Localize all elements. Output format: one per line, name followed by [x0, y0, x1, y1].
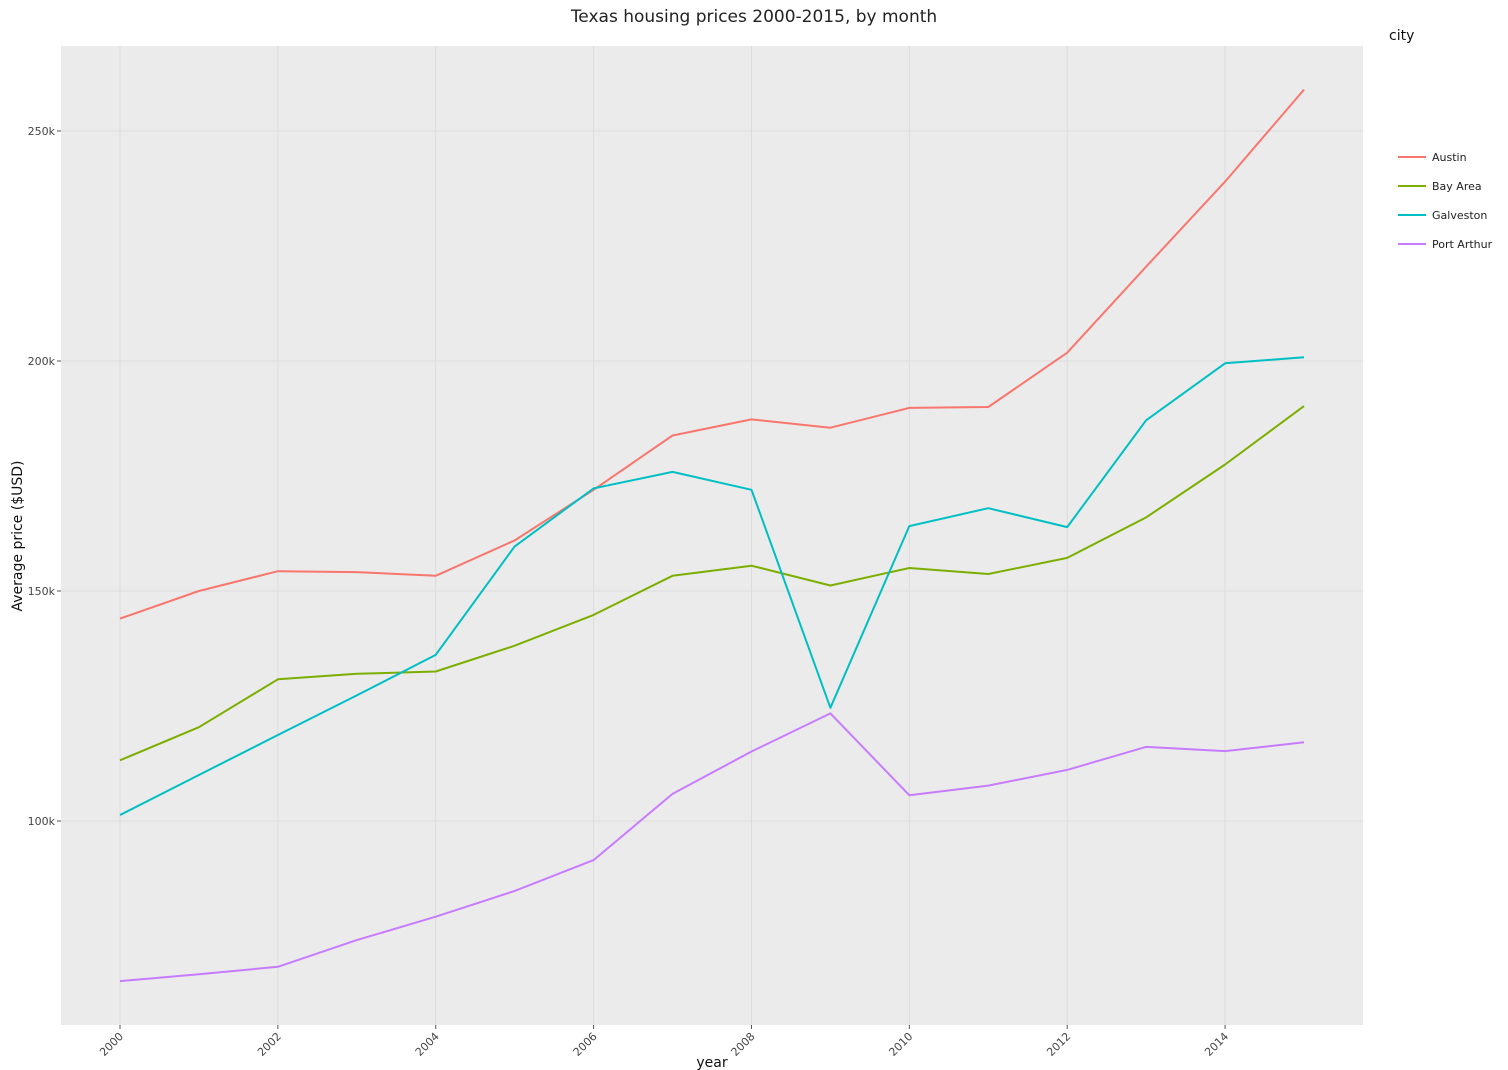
- x-tick-label: 2008: [729, 1030, 758, 1059]
- series-line-bay-area: [119, 405, 1305, 762]
- x-tick-label: 2000: [97, 1030, 126, 1059]
- series-line-galveston: [119, 356, 1305, 816]
- x-tick-label: 2010: [886, 1030, 915, 1059]
- series-lines: [119, 88, 1305, 983]
- series-line-port-arthur: [119, 712, 1305, 983]
- legend-title: city: [1389, 28, 1414, 44]
- y-tick-label: 250k: [28, 125, 56, 138]
- y-tick-label: 200k: [28, 355, 56, 368]
- y-axis-ticks: 100k 150k 200k 250k: [28, 125, 61, 828]
- y-tick-label: 150k: [28, 585, 56, 598]
- gridlines: [61, 46, 1363, 1025]
- y-axis-label: Average price ($USD): [10, 461, 26, 612]
- legend-label-port-arthur: Port Arthur: [1432, 238, 1493, 251]
- x-tick-label: 2004: [413, 1030, 442, 1059]
- plot-area: [61, 46, 1363, 1025]
- x-tick-label: 2014: [1202, 1030, 1231, 1059]
- x-tick-label: 2012: [1044, 1030, 1073, 1059]
- y-tick-label: 100k: [28, 815, 56, 828]
- x-axis-label: year: [696, 1055, 727, 1070]
- x-tick-label: 2006: [571, 1030, 600, 1059]
- chart-title: Texas housing prices 2000-2015, by month: [570, 7, 937, 27]
- legend-label-galveston: Galveston: [1432, 209, 1487, 222]
- legend-label-austin: Austin: [1432, 151, 1467, 164]
- x-axis-ticks: 2000 2002 2004 2006 2008 2010 2012 2014: [97, 1025, 1231, 1059]
- x-tick-label: 2002: [255, 1030, 284, 1059]
- series-line-austin: [119, 88, 1305, 620]
- legend-label-bay-area: Bay Area: [1432, 180, 1482, 193]
- legend: Austin Bay Area Galveston Port Arthur: [1398, 151, 1493, 251]
